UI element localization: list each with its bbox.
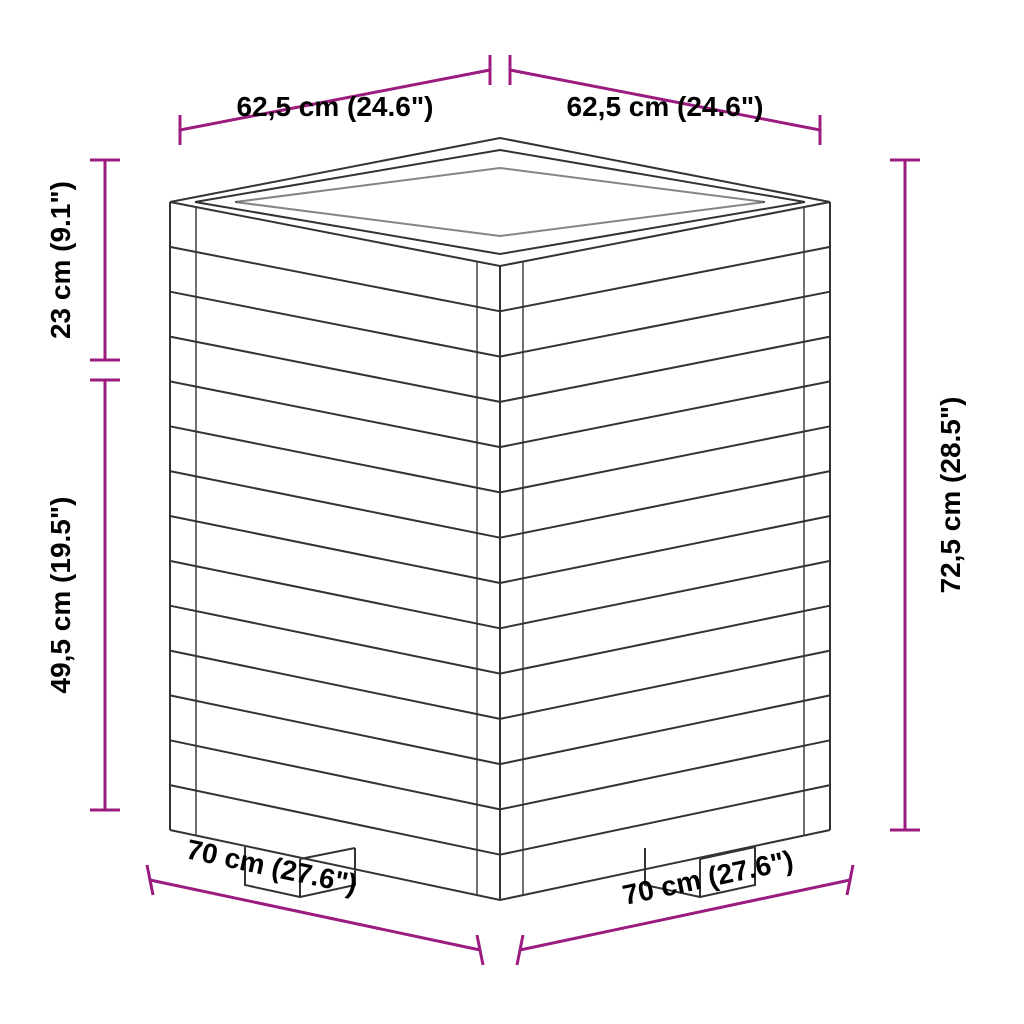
dimension-lines bbox=[90, 55, 920, 965]
label-left-upper: 23 cm (9.1") bbox=[45, 181, 76, 339]
label-top-left: 62,5 cm (24.6") bbox=[237, 91, 434, 122]
label-left-lower: 49,5 cm (19.5") bbox=[45, 497, 76, 694]
dimension-diagram: 62,5 cm (24.6") 62,5 cm (24.6") 23 cm (9… bbox=[0, 0, 1024, 1024]
planter-box bbox=[170, 138, 830, 900]
label-right: 72,5 cm (28.5") bbox=[935, 397, 966, 594]
label-bottom-right: 70 cm (27.6") bbox=[620, 844, 796, 910]
label-top-right: 62,5 cm (24.6") bbox=[567, 91, 764, 122]
